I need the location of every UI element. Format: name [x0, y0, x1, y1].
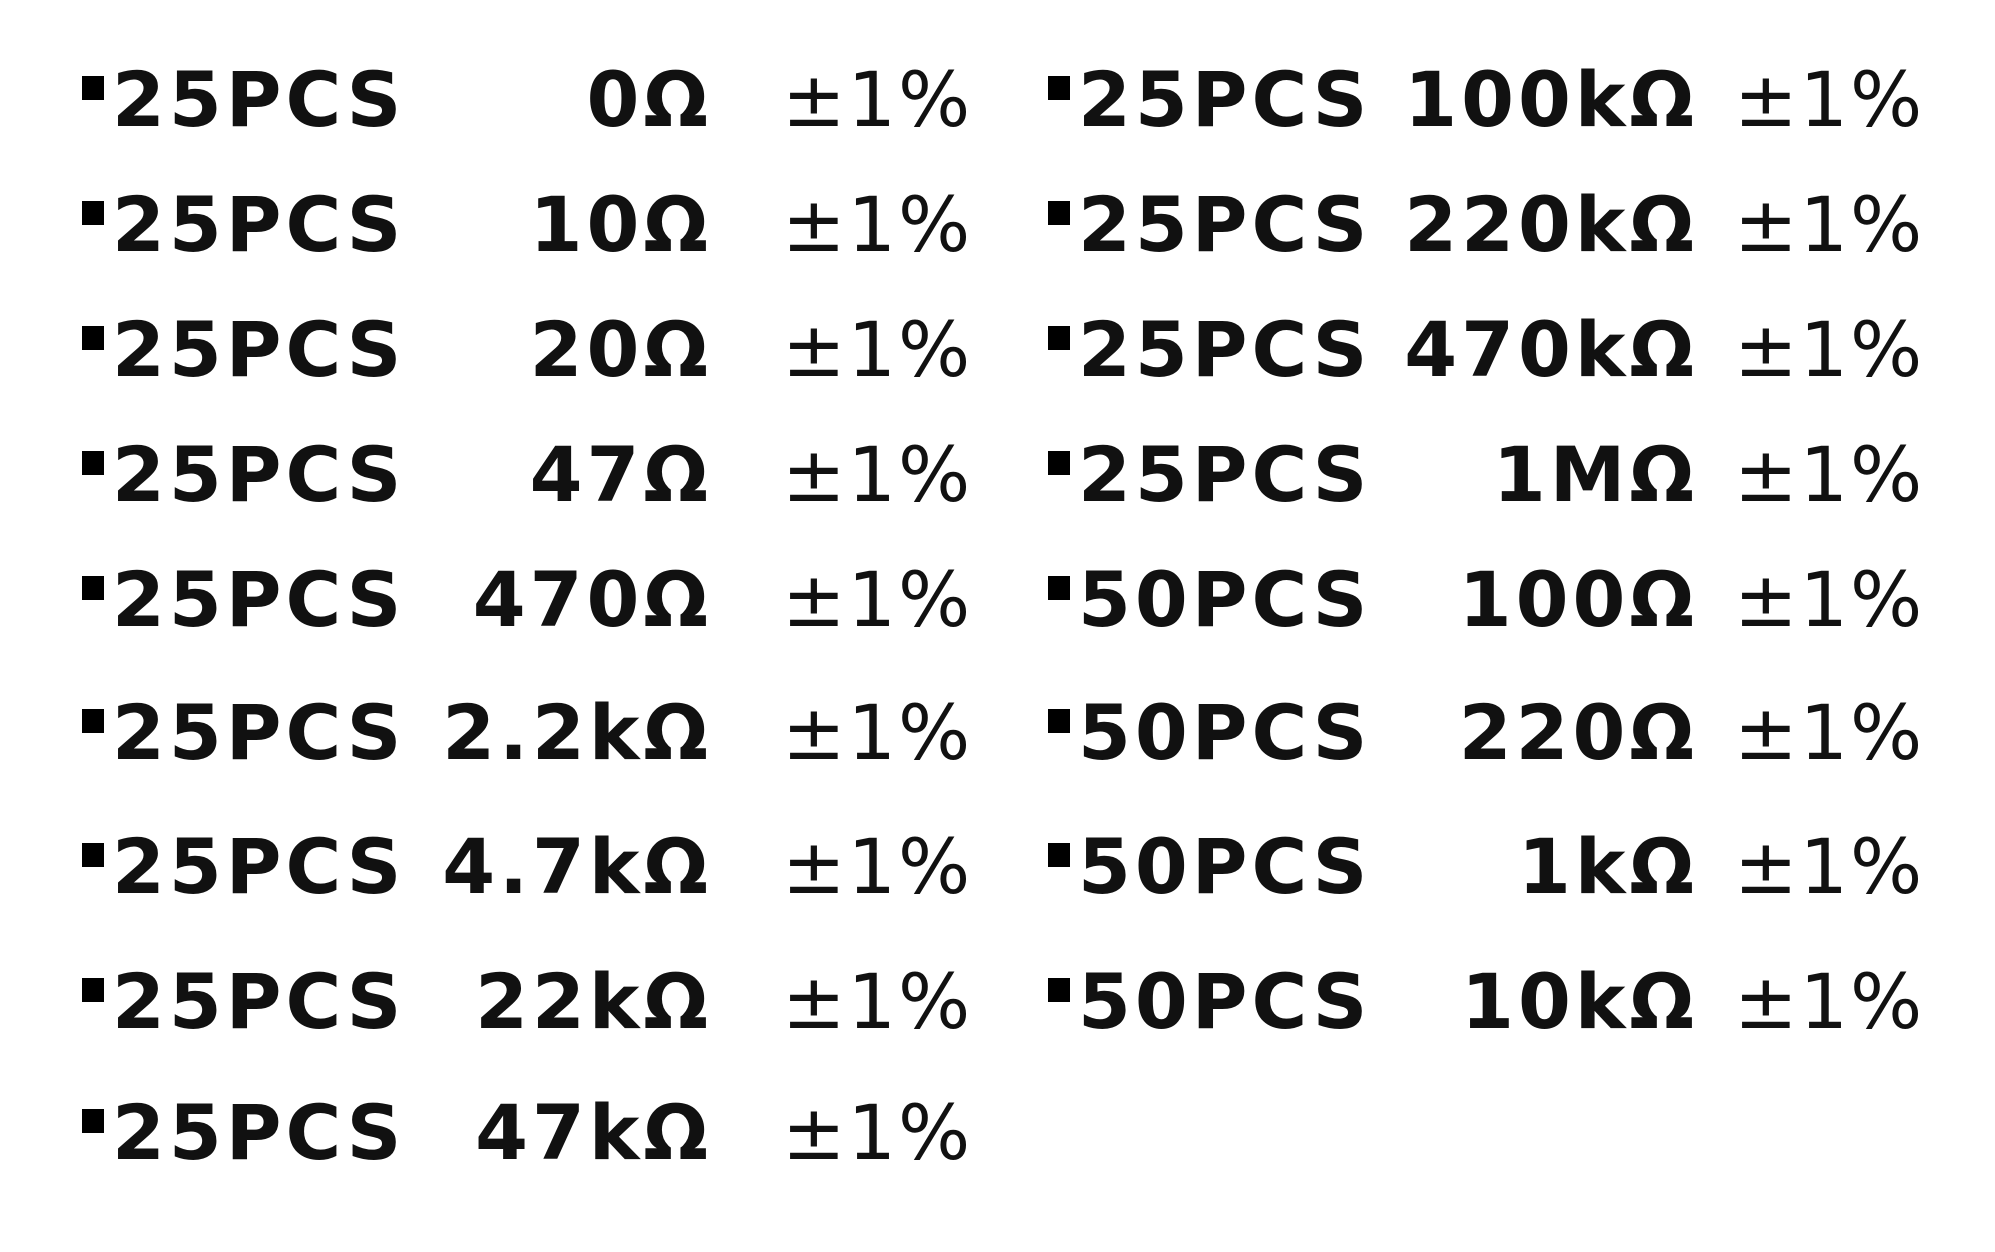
spec-row: 25PCS 10Ω ±1%	[82, 170, 972, 280]
resistance-value: 220kΩ	[1404, 180, 1698, 269]
square-bullet-icon	[1048, 326, 1070, 350]
spec-row: 50PCS 10kΩ ±1%	[1048, 947, 1924, 1057]
spec-row: 25PCS 22kΩ ±1%	[82, 947, 972, 1057]
resistance-value: 470Ω	[472, 555, 712, 644]
spec-row: 25PCS 47Ω ±1%	[82, 420, 972, 530]
tolerance: ±1%	[782, 555, 973, 644]
quantity: 25PCS	[112, 822, 406, 911]
quantity: 25PCS	[1078, 180, 1372, 269]
square-bullet-icon	[82, 326, 104, 350]
square-bullet-icon	[1048, 451, 1070, 475]
spec-row: 25PCS 100kΩ ±1%	[1048, 45, 1924, 155]
square-bullet-icon	[82, 843, 104, 867]
quantity: 25PCS	[112, 555, 406, 644]
square-bullet-icon	[1048, 978, 1070, 1002]
tolerance: ±1%	[1734, 822, 1925, 911]
square-bullet-icon	[1048, 201, 1070, 225]
resistance-value: 1MΩ	[1492, 430, 1698, 519]
tolerance: ±1%	[1734, 430, 1925, 519]
spec-row: 25PCS 0Ω ±1%	[82, 45, 972, 155]
square-bullet-icon	[1048, 709, 1070, 733]
tolerance: ±1%	[1734, 305, 1925, 394]
resistance-value: 22kΩ	[475, 957, 712, 1046]
resistance-value: 1kΩ	[1517, 822, 1698, 911]
spec-row: 25PCS 470Ω ±1%	[82, 545, 972, 655]
quantity: 50PCS	[1078, 688, 1372, 777]
resistance-value: 20Ω	[529, 305, 712, 394]
quantity: 25PCS	[112, 688, 406, 777]
quantity: 50PCS	[1078, 822, 1372, 911]
spec-row: 50PCS 100Ω ±1%	[1048, 545, 1924, 655]
square-bullet-icon	[82, 451, 104, 475]
resistance-value: 470kΩ	[1404, 305, 1698, 394]
tolerance: ±1%	[1734, 180, 1925, 269]
quantity: 25PCS	[1078, 430, 1372, 519]
resistance-value: 10Ω	[529, 180, 712, 269]
quantity: 25PCS	[112, 55, 406, 144]
tolerance: ±1%	[782, 55, 973, 144]
resistance-value: 2.2kΩ	[442, 688, 712, 777]
tolerance: ±1%	[782, 305, 973, 394]
tolerance: ±1%	[782, 430, 973, 519]
resistance-value: 100kΩ	[1404, 55, 1698, 144]
resistance-value: 47Ω	[529, 430, 712, 519]
square-bullet-icon	[82, 709, 104, 733]
quantity: 25PCS	[112, 957, 406, 1046]
quantity: 25PCS	[112, 305, 406, 394]
square-bullet-icon	[1048, 76, 1070, 100]
square-bullet-icon	[1048, 843, 1070, 867]
tolerance: ±1%	[1734, 55, 1925, 144]
quantity: 25PCS	[112, 430, 406, 519]
square-bullet-icon	[82, 978, 104, 1002]
spec-row: 25PCS 47kΩ ±1%	[82, 1078, 972, 1188]
tolerance: ±1%	[782, 688, 973, 777]
tolerance: ±1%	[1734, 555, 1925, 644]
quantity: 25PCS	[112, 1088, 406, 1177]
tolerance: ±1%	[782, 957, 973, 1046]
spec-row: 50PCS 1kΩ ±1%	[1048, 812, 1924, 922]
spec-row: 25PCS 20Ω ±1%	[82, 295, 972, 405]
spec-row: 25PCS 220kΩ ±1%	[1048, 170, 1924, 280]
spec-row: 25PCS 2.2kΩ ±1%	[82, 678, 972, 788]
spec-row: 50PCS 220Ω ±1%	[1048, 678, 1924, 788]
square-bullet-icon	[82, 1109, 104, 1133]
resistance-value: 220Ω	[1458, 688, 1698, 777]
resistance-value: 0Ω	[586, 55, 712, 144]
square-bullet-icon	[1048, 576, 1070, 600]
tolerance: ±1%	[782, 1088, 973, 1177]
quantity: 25PCS	[1078, 55, 1372, 144]
square-bullet-icon	[82, 576, 104, 600]
resistance-value: 4.7kΩ	[442, 822, 712, 911]
quantity: 50PCS	[1078, 555, 1372, 644]
quantity: 50PCS	[1078, 957, 1372, 1046]
tolerance: ±1%	[782, 822, 973, 911]
spec-row: 25PCS 4.7kΩ ±1%	[82, 812, 972, 922]
tolerance: ±1%	[1734, 957, 1925, 1046]
resistance-value: 10kΩ	[1461, 957, 1698, 1046]
tolerance: ±1%	[1734, 688, 1925, 777]
resistance-value: 47kΩ	[475, 1088, 712, 1177]
square-bullet-icon	[82, 201, 104, 225]
spec-row: 25PCS 1MΩ ±1%	[1048, 420, 1924, 530]
quantity: 25PCS	[112, 180, 406, 269]
square-bullet-icon	[82, 76, 104, 100]
quantity: 25PCS	[1078, 305, 1372, 394]
resistance-value: 100Ω	[1458, 555, 1698, 644]
spec-row: 25PCS 470kΩ ±1%	[1048, 295, 1924, 405]
tolerance: ±1%	[782, 180, 973, 269]
